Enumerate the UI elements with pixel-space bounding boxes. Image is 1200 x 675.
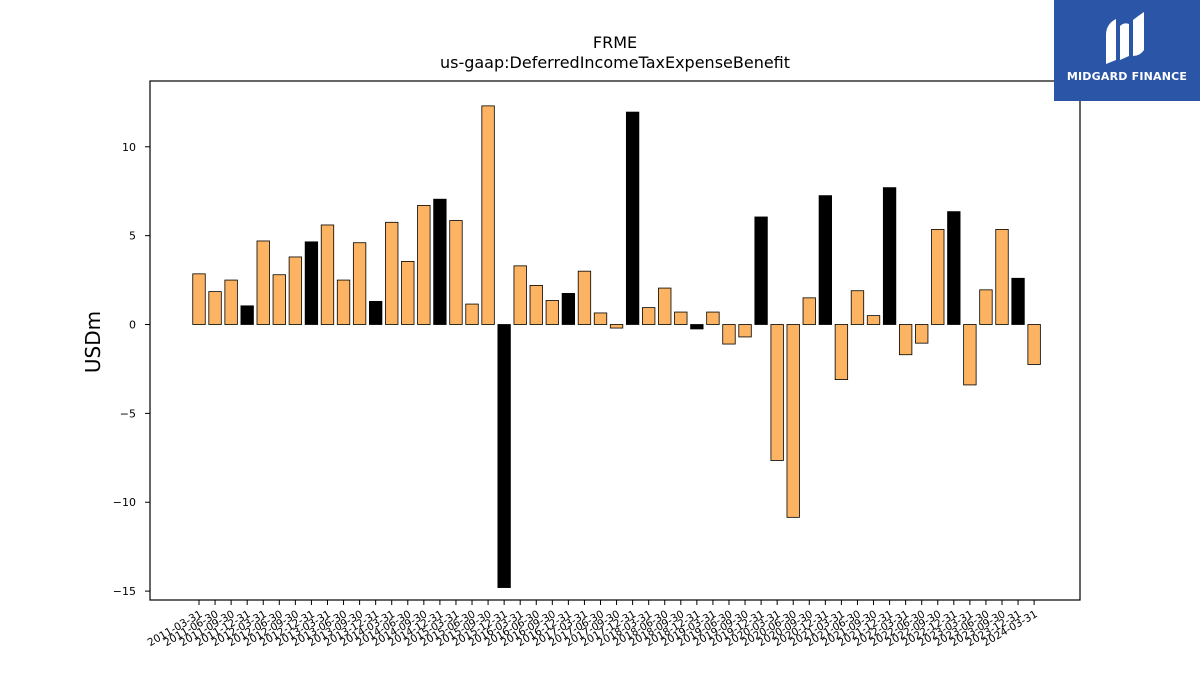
y-tick-label: −15 bbox=[113, 585, 136, 598]
bar-2023-06-30 bbox=[979, 289, 993, 325]
plot-frame bbox=[149, 80, 1081, 601]
bar-2015-12-31 bbox=[497, 324, 511, 588]
bar-2018-09-30 bbox=[674, 311, 688, 325]
bar-2013-03-31 bbox=[320, 224, 335, 325]
bar-2022-09-30 bbox=[931, 229, 945, 325]
bar-2011-06-30 bbox=[208, 291, 222, 325]
y-tick-label: −10 bbox=[113, 496, 136, 509]
chart-title: FRME bbox=[593, 33, 637, 52]
bar-2011-09-30 bbox=[224, 279, 238, 325]
y-tick-label: 5 bbox=[129, 230, 136, 243]
bar-2014-09-30 bbox=[417, 205, 431, 325]
y-ticks: −15 −10 −5 0 5 10 bbox=[113, 141, 150, 598]
bar-2022-12-31 bbox=[947, 211, 961, 325]
y-axis-label: USDm bbox=[81, 311, 105, 373]
bar-2014-12-31 bbox=[433, 198, 447, 325]
bar-2016-09-30 bbox=[545, 300, 559, 325]
bar-2021-03-31 bbox=[834, 324, 849, 380]
bar-2023-03-31 bbox=[963, 324, 977, 386]
bar-2023-12-31 bbox=[1011, 277, 1025, 325]
chart-subtitle: us-gaap:DeferredIncomeTaxExpenseBenefit bbox=[440, 53, 790, 72]
bar-2024-03-31 bbox=[1027, 324, 1041, 365]
bar-2021-06-30 bbox=[850, 290, 865, 325]
bars-group bbox=[192, 105, 1041, 588]
bar-2012-12-31 bbox=[304, 241, 319, 325]
bar-2016-06-30 bbox=[529, 284, 543, 325]
bar-2019-09-30 bbox=[738, 324, 752, 338]
bar-2012-09-30 bbox=[288, 256, 303, 325]
bar-2020-03-31 bbox=[770, 324, 784, 461]
bar-2012-06-30 bbox=[272, 274, 286, 325]
bar-2021-09-30 bbox=[866, 315, 881, 325]
bar-2015-09-30 bbox=[481, 105, 495, 325]
bar-2013-12-31 bbox=[369, 300, 383, 325]
bar-2016-12-31 bbox=[561, 292, 576, 325]
bar-2014-03-31 bbox=[385, 221, 399, 325]
bar-2011-03-31 bbox=[192, 273, 206, 325]
midgard-logo-icon bbox=[1106, 12, 1144, 64]
x-ticks: 2011-03-312011-06-302011-09-302011-12-31… bbox=[146, 600, 1040, 649]
bar-2017-03-31 bbox=[577, 270, 592, 325]
logo-text: MIDGARD FINANCE bbox=[1066, 70, 1188, 83]
bar-2018-12-31 bbox=[690, 324, 704, 330]
y-tick-label: 10 bbox=[122, 141, 136, 154]
bar-2019-12-31 bbox=[754, 216, 768, 325]
bar-2017-09-30 bbox=[609, 324, 624, 329]
bar-2021-12-31 bbox=[882, 187, 897, 325]
brand-logo: MIDGARD FINANCE bbox=[1054, 0, 1200, 101]
bar-2019-06-30 bbox=[722, 324, 736, 345]
bar-2022-03-31 bbox=[898, 324, 913, 356]
bar-2020-06-30 bbox=[786, 324, 800, 518]
bar-2023-09-30 bbox=[995, 229, 1009, 325]
bar-2012-03-31 bbox=[256, 240, 270, 325]
y-tick-label: 0 bbox=[129, 319, 136, 332]
bar-2017-06-30 bbox=[593, 312, 608, 325]
bar-2022-06-30 bbox=[915, 324, 929, 344]
bar-2019-03-31 bbox=[706, 311, 720, 325]
bar-2020-09-30 bbox=[802, 297, 816, 325]
bar-2014-06-30 bbox=[401, 261, 415, 325]
bar-2017-12-31 bbox=[625, 111, 640, 325]
bar-2013-06-30 bbox=[336, 279, 351, 325]
bar-2018-03-31 bbox=[642, 307, 656, 325]
bar-2011-12-31 bbox=[240, 305, 254, 325]
bar-2018-06-30 bbox=[658, 287, 672, 325]
bar-2015-03-31 bbox=[449, 220, 463, 325]
bar-2020-12-31 bbox=[818, 195, 832, 325]
y-tick-label: −5 bbox=[120, 407, 136, 420]
bar-2015-06-30 bbox=[465, 303, 479, 325]
bar-2013-09-30 bbox=[352, 242, 367, 325]
bar-2016-03-31 bbox=[513, 265, 527, 325]
